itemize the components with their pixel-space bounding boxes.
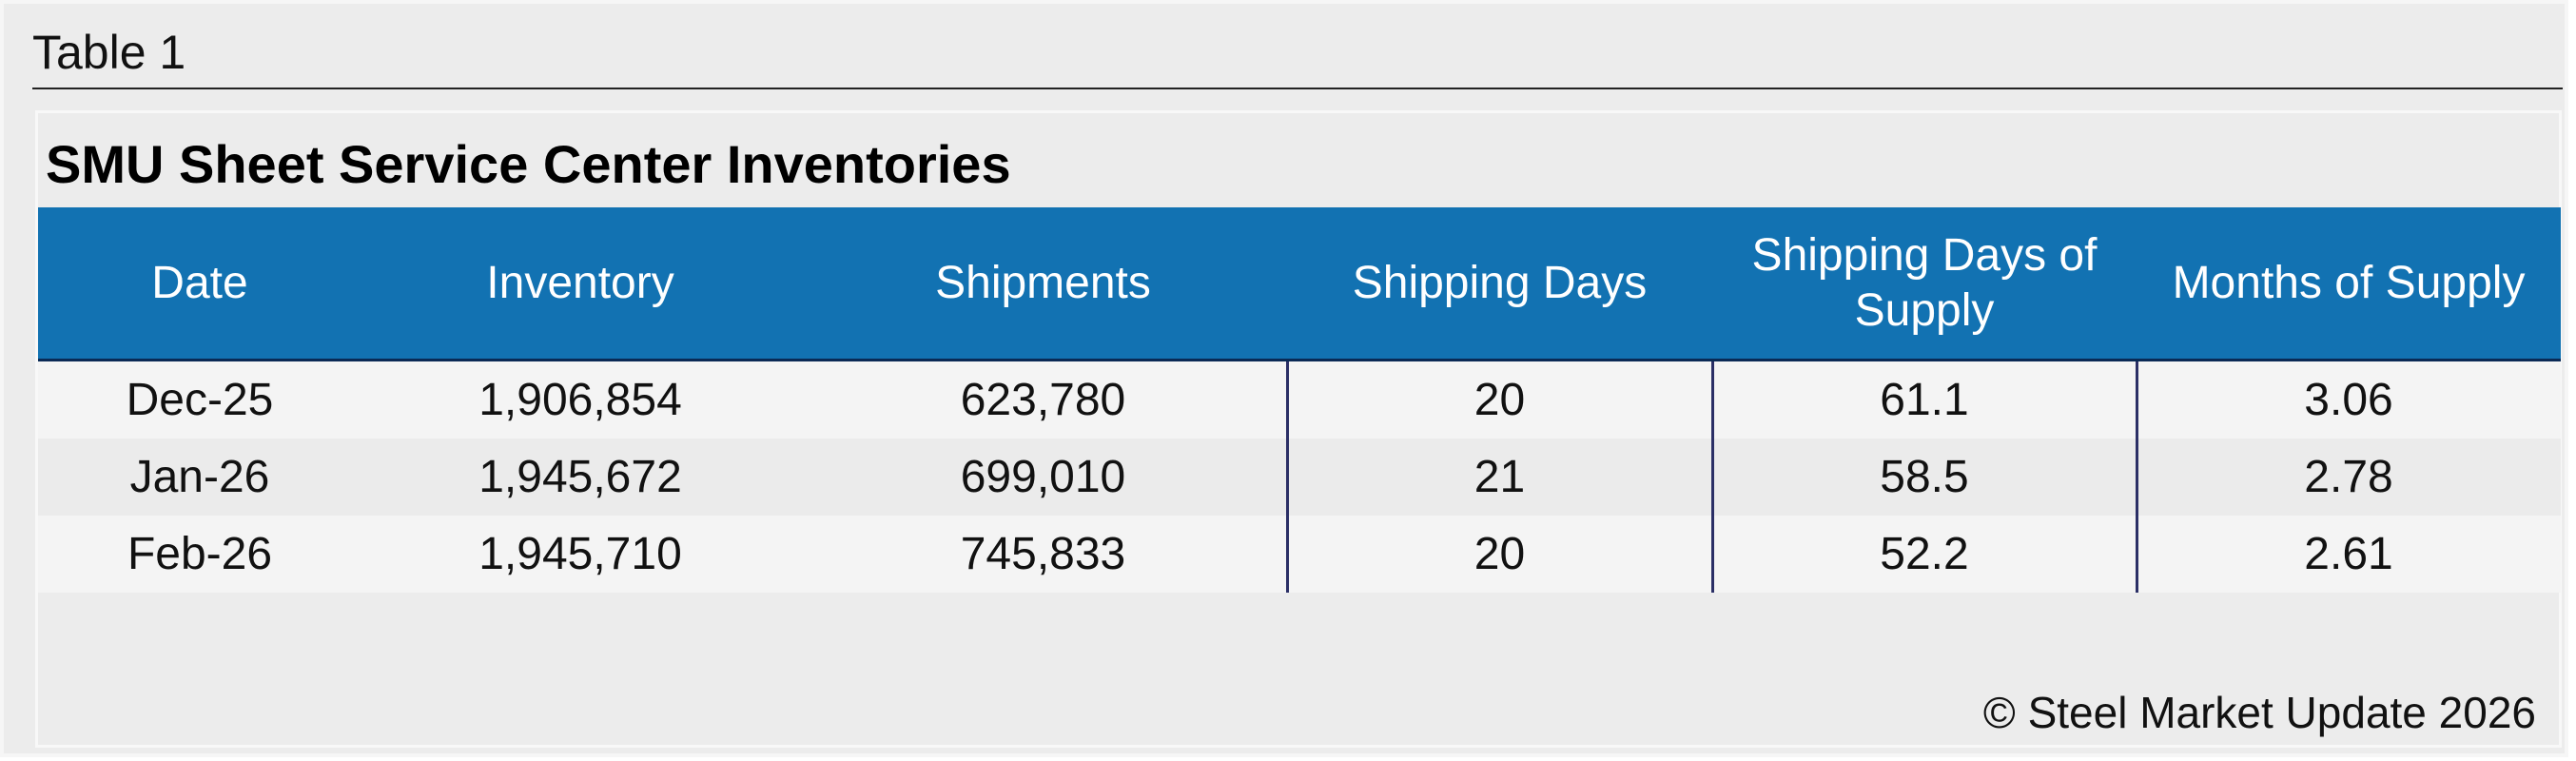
table-title: SMU Sheet Service Center Inventories	[46, 134, 1011, 194]
table-row: Jan-26 1,945,672 699,010 21 58.5 2.78	[38, 439, 2561, 516]
table-cell: Dec-25	[126, 375, 274, 425]
table-cell: 2.78	[2304, 452, 2393, 502]
table-cell: 1,945,710	[478, 529, 682, 579]
column-header: Inventory	[486, 257, 674, 308]
table-row: Dec-25 1,906,854 623,780 20 61.1 3.06	[38, 361, 2561, 439]
table-cell: 3.06	[2304, 375, 2393, 425]
table-cell: 21	[1473, 452, 1526, 502]
table-cell: 623,780	[960, 375, 1126, 425]
column-divider	[1286, 361, 1289, 593]
table-cell: 2.61	[2304, 529, 2393, 579]
column-divider	[2136, 361, 2138, 593]
table-row: Feb-26 1,945,710 745,833 20 52.2 2.61	[38, 516, 2561, 593]
table-cell: Feb-26	[127, 529, 273, 579]
column-header: Months of Supply	[2172, 257, 2526, 308]
divider	[32, 88, 2563, 89]
column-header: Date	[151, 257, 248, 308]
table-cell: 699,010	[960, 452, 1126, 502]
table-cell: 61.1	[1880, 375, 1969, 425]
footer: © Steel Market Update 2026	[1982, 688, 2536, 737]
table-cell: 1,945,672	[478, 452, 682, 502]
table-cell: 52.2	[1880, 529, 1969, 579]
column-header: Shipping Days	[1352, 257, 1648, 308]
table-cell: 20	[1473, 375, 1526, 425]
table-header: Date Inventory Shipments Shipping Days Shipp…	[38, 207, 2561, 361]
table-cell: 745,833	[960, 529, 1126, 579]
column-divider	[1711, 361, 1714, 593]
table-cell: 58.5	[1880, 452, 1969, 502]
table-cell: 1,906,854	[478, 375, 682, 425]
column-header: Shipments	[935, 257, 1151, 308]
page-title: Table 1	[32, 26, 186, 79]
table-cell: Jan-26	[129, 452, 270, 502]
column-header: Shipping Days of Supply	[1751, 229, 2098, 336]
table-cell: 20	[1473, 529, 1526, 579]
